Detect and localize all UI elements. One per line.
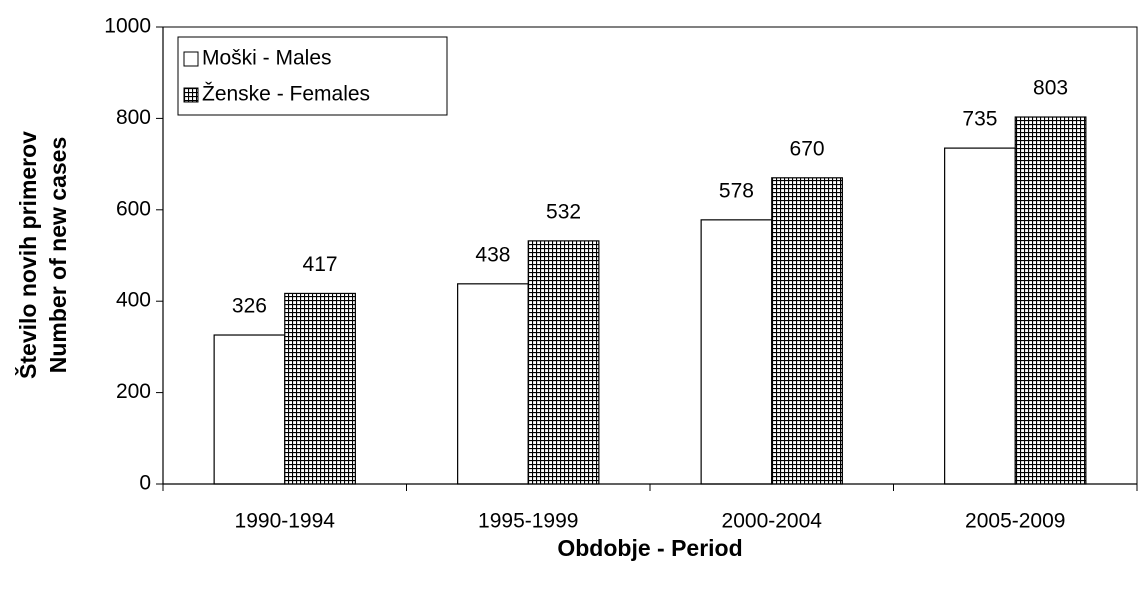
x-tick-label: 1990-1994: [235, 510, 336, 533]
value-label: 803: [1033, 77, 1068, 100]
x-tick-label: 2000-2004: [722, 510, 823, 533]
legend: [177, 36, 448, 116]
y-tick-label: 200: [116, 380, 151, 403]
value-label: 670: [790, 137, 825, 160]
bar: [771, 177, 843, 485]
legend-swatch: [183, 51, 199, 67]
bar: [1014, 116, 1087, 485]
y-tick-label: 600: [116, 197, 151, 220]
bar: [700, 219, 773, 485]
y-tick-label: 800: [116, 106, 151, 129]
value-label: 326: [232, 295, 267, 318]
y-tick-label: 1000: [104, 15, 151, 38]
value-label: 438: [475, 243, 510, 266]
legend-label: Moški - Males: [202, 47, 332, 70]
bar: [284, 292, 356, 485]
value-label: 532: [546, 200, 581, 223]
value-label: 735: [962, 108, 997, 131]
x-tick-label: 1995-1999: [478, 510, 578, 533]
legend-label: Ženske - Females: [202, 83, 370, 106]
value-label: 417: [303, 253, 338, 276]
y-axis-title: Number of new cases: [45, 137, 71, 373]
bar: [457, 283, 529, 485]
bar: [527, 240, 600, 485]
y-tick-label: 400: [116, 289, 151, 312]
y-axis-title: Število novih primerov: [14, 131, 41, 379]
bar: [213, 334, 286, 485]
y-tick-label: 0: [139, 472, 151, 495]
legend-swatch: [183, 87, 199, 103]
x-tick-label: 2005-2009: [965, 510, 1065, 533]
value-label: 578: [719, 179, 754, 202]
bar: [944, 147, 1016, 485]
x-axis-title: Obdobje - Period: [557, 535, 742, 561]
